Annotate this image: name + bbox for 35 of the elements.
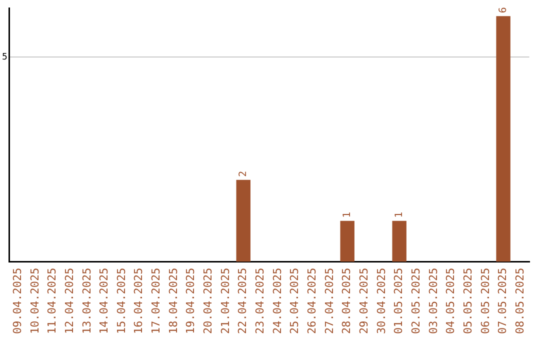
- data-label: 1: [394, 212, 405, 218]
- x-tick-label: 27.04.2025: [322, 268, 336, 334]
- x-tick-label: 01.05.2025: [392, 268, 406, 334]
- x-tick-label: 08.05.2025: [513, 268, 526, 334]
- x-tick-label: 17.04.2025: [150, 268, 163, 334]
- x-tick-label: 03.05.2025: [426, 268, 440, 334]
- x-tick-label: 10.04.2025: [28, 268, 42, 334]
- x-tick-label: 18.04.2025: [166, 268, 180, 334]
- x-tick-label: 02.05.2025: [410, 268, 423, 334]
- x-tick-label: 07.05.2025: [496, 268, 510, 334]
- x-tick-label: 30.04.2025: [374, 268, 388, 334]
- x-tick-label: 19.04.2025: [184, 268, 198, 334]
- y-tick-label: 5: [2, 52, 8, 62]
- x-tick-label: 11.04.2025: [46, 268, 59, 334]
- x-tick-label: 16.04.2025: [132, 268, 146, 334]
- x-tick-label: 25.04.2025: [288, 268, 302, 334]
- x-tick-label: 26.04.2025: [306, 268, 319, 334]
- x-tick-label: 22.04.2025: [236, 268, 250, 334]
- x-tick-label: 23.04.2025: [254, 268, 267, 334]
- x-tick-label: 05.05.2025: [462, 268, 475, 334]
- x-tick-label: 29.04.2025: [358, 268, 371, 334]
- x-tick-label: 21.04.2025: [218, 268, 232, 334]
- x-tick-label: 04.05.2025: [444, 268, 458, 334]
- data-label: 2: [238, 170, 249, 177]
- data-label: 1: [342, 212, 353, 218]
- x-tick-label: 24.04.2025: [270, 268, 284, 334]
- data-label: 6: [498, 7, 509, 14]
- x-tick-label: 15.04.2025: [114, 268, 128, 334]
- x-tick-label: 20.04.2025: [202, 268, 215, 334]
- x-tick-label: 12.04.2025: [62, 268, 76, 334]
- x-tick-label: 09.04.2025: [10, 268, 24, 334]
- x-tick-label: 14.04.2025: [98, 268, 111, 334]
- x-tick-label: 13.04.2025: [80, 268, 94, 334]
- x-tick-label: 06.05.2025: [478, 268, 492, 334]
- x-tick-label: 28.04.2025: [340, 268, 354, 334]
